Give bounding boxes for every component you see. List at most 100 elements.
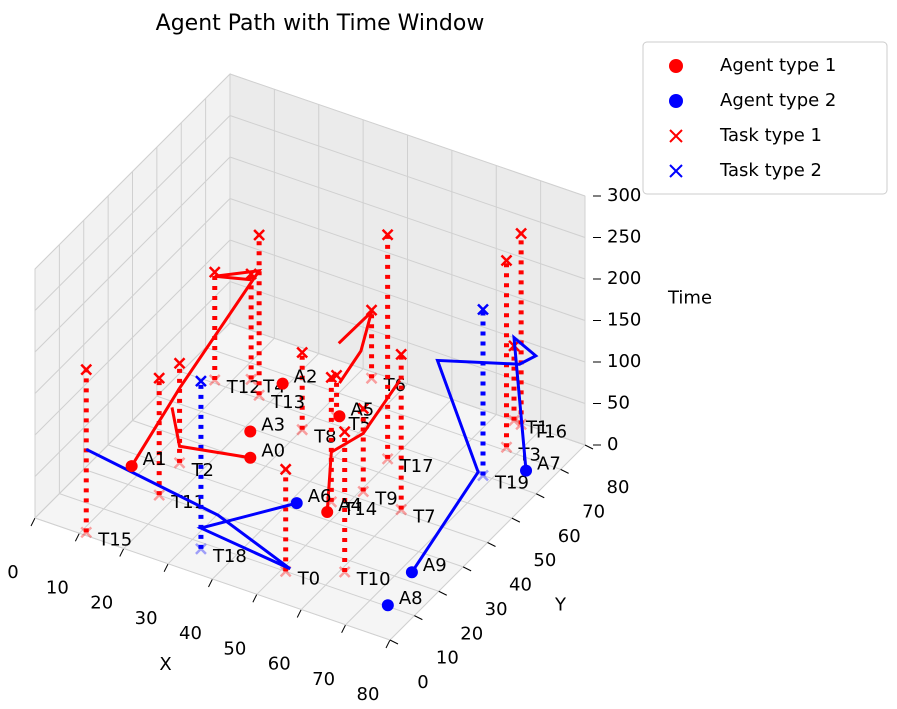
agent — [290, 497, 303, 510]
agent-path — [410, 334, 539, 574]
task-label: T19 — [494, 472, 529, 493]
task-end — [153, 372, 166, 385]
z-tick-label: 100 — [607, 351, 641, 372]
y-tick-label: 40 — [509, 575, 532, 596]
legend: Agent type 1 Agent type 2 Task type 1 Task … — [669, 55, 836, 181]
agent-label: A2 — [294, 367, 318, 388]
task-label: T12 — [226, 377, 261, 398]
x-tick-label: 60 — [268, 654, 291, 675]
y-tick-label: 10 — [436, 648, 459, 669]
grid-line — [132, 420, 488, 543]
grid-line — [156, 395, 513, 519]
grid-line — [34, 156, 231, 353]
task-start — [395, 503, 408, 516]
agent — [244, 451, 257, 464]
task-label: T0 — [297, 568, 320, 589]
agent-label: A9 — [423, 555, 447, 576]
task-start — [357, 485, 370, 498]
agent — [125, 460, 138, 473]
x-marker — [253, 389, 266, 402]
task-start — [173, 456, 186, 469]
task-start — [80, 526, 93, 539]
x-marker — [80, 526, 93, 539]
y-tick — [414, 615, 423, 621]
x-tick-label: 50 — [223, 638, 246, 659]
grid-line — [229, 156, 586, 280]
z-tick-label: 50 — [607, 393, 630, 414]
y-tick — [438, 590, 447, 596]
agent-path — [337, 306, 375, 384]
task-label: T11 — [170, 492, 205, 513]
agent-label: A0 — [261, 441, 285, 462]
task-label: T14 — [342, 499, 377, 520]
task-label: T18 — [212, 546, 247, 567]
task-label: T9 — [374, 489, 397, 510]
x-marker — [153, 489, 166, 502]
grid-line — [59, 493, 415, 617]
task-end — [195, 375, 207, 388]
y-tick — [511, 517, 521, 523]
task-end — [381, 228, 394, 241]
task-start — [500, 441, 513, 454]
task-end — [173, 357, 186, 370]
y-tick — [487, 542, 496, 547]
grid-line — [229, 322, 586, 446]
grid-line — [34, 517, 391, 641]
grid-line — [34, 322, 231, 519]
agent-label: A8 — [399, 588, 423, 609]
task-label: T2 — [191, 460, 214, 481]
grid-line — [34, 198, 231, 394]
x-marker — [338, 425, 351, 438]
x-marker — [296, 423, 309, 436]
task-end — [296, 346, 309, 359]
marks: T0T1T2T3T4T5T6T7T8T9T10T11T12T13T14T15T1… — [80, 227, 567, 612]
grid-line — [34, 281, 231, 477]
y-tick-label: 0 — [417, 672, 428, 693]
legend-label: Task type 1 — [719, 125, 822, 146]
x-tick-label: 70 — [312, 669, 335, 690]
x-marker — [296, 346, 309, 359]
y-tick-label: 80 — [607, 477, 630, 498]
z-tick-label: 250 — [607, 227, 641, 248]
x-marker — [500, 254, 513, 267]
x-tick — [252, 594, 258, 603]
y-tick — [536, 493, 545, 499]
task-start — [153, 489, 166, 502]
task-start — [381, 452, 394, 465]
x-marker — [173, 357, 186, 370]
agent-label: A6 — [308, 486, 332, 507]
x-tick-label: 30 — [135, 608, 158, 629]
task-start — [208, 374, 221, 386]
x-tick — [30, 517, 36, 527]
x-marker — [338, 566, 351, 578]
x-marker — [80, 363, 93, 376]
agent-path — [130, 268, 263, 467]
x-marker — [325, 371, 338, 384]
grid-line — [229, 198, 586, 321]
task-end — [395, 348, 408, 361]
x-marker — [395, 503, 408, 516]
legend-marker — [669, 59, 683, 73]
x-tick-label: 20 — [90, 593, 113, 614]
x-tick-label: 10 — [46, 577, 69, 598]
agent-label: A7 — [537, 454, 561, 475]
y-tick — [584, 444, 594, 450]
agent-label: A5 — [350, 399, 374, 420]
x-marker — [365, 372, 378, 385]
x-marker — [173, 456, 186, 469]
agent — [244, 425, 257, 438]
task-end — [515, 227, 528, 240]
agent — [321, 505, 334, 518]
x-marker — [357, 402, 370, 415]
y-tick-label: 50 — [533, 550, 556, 571]
x-axis-label: X — [159, 654, 171, 675]
x-tick-label: 80 — [357, 684, 380, 705]
task-label: T17 — [399, 456, 434, 477]
x-tick — [163, 563, 169, 572]
legend-marker — [669, 129, 683, 143]
y-tick-label: 20 — [460, 623, 483, 644]
y-axis-label: Y — [554, 595, 567, 616]
x-marker — [195, 375, 207, 388]
agent — [405, 566, 418, 579]
